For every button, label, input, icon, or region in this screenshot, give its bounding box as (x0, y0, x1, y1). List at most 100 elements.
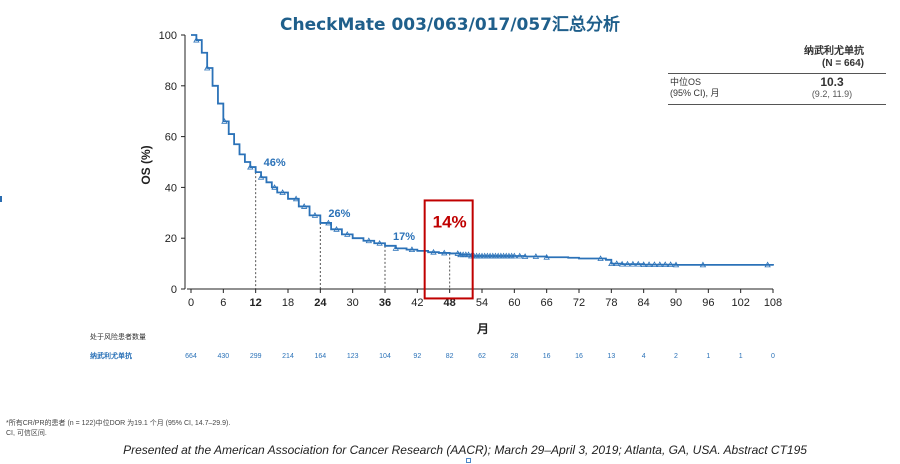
chart-axes: 0 20 40 60 80 100 0 6 12 18 24 30 36 42 48 54 60 66 72 78 84… (159, 30, 783, 309)
censor-mark (300, 203, 308, 209)
censor-mark (532, 253, 540, 259)
x-tick-label: 0 (188, 297, 194, 309)
censor-mark (376, 239, 383, 246)
censor-mark (221, 118, 228, 124)
chart-guides (255, 172, 451, 289)
risk-count: 299 (250, 353, 262, 360)
table-rule (668, 73, 886, 74)
x-tick-label: 12 (250, 297, 262, 309)
highlight-box (423, 199, 474, 300)
y-tick-label: 20 (165, 233, 177, 245)
x-tick-label: 66 (541, 297, 553, 309)
censor-mark (454, 250, 461, 256)
risk-count: 16 (575, 353, 583, 360)
risk-count: 2 (674, 353, 678, 360)
censor-mark (624, 260, 631, 267)
risk-count: 0 (771, 353, 775, 360)
risk-table-counts: 664 430 299 214 164 123 104 92 82 62 28 16 16 13 4 2 1 1 0 (185, 353, 775, 360)
censor-mark (667, 261, 674, 268)
censor-mark (699, 261, 707, 268)
x-tick-label: 18 (282, 297, 294, 309)
x-tick-label: 54 (476, 297, 488, 309)
y-axis-label: OS (%) (139, 145, 153, 184)
censor-marks (193, 36, 771, 268)
risk-count: 4 (642, 353, 646, 360)
risk-count: 28 (510, 353, 518, 360)
chart-title: CheckMate 003/063/017/057汇总分析 (279, 15, 621, 35)
censor-mark (543, 253, 550, 260)
y-tick-label: 80 (165, 81, 177, 93)
survival-curve (191, 34, 774, 266)
y-tick-label: 100 (159, 30, 177, 42)
censor-mark (764, 261, 771, 268)
censor-mark (597, 255, 604, 261)
risk-count: 1 (739, 353, 743, 360)
risk-count: 214 (282, 353, 294, 360)
y-tick-label: 40 (165, 182, 177, 194)
risk-count: 62 (478, 353, 486, 360)
censor-mark (247, 163, 254, 170)
censor-mark (333, 225, 340, 232)
annotation-label: 17% (393, 231, 415, 243)
x-tick-label: 72 (573, 297, 585, 309)
risk-count: 430 (217, 353, 229, 360)
annotation-label: 46% (264, 157, 286, 169)
risk-count: 104 (379, 353, 391, 360)
x-tick-label: 108 (764, 297, 782, 309)
x-tick-label: 78 (605, 297, 617, 309)
censor-mark (430, 248, 437, 255)
risk-count: 16 (543, 353, 551, 360)
annotation-label-highlight: 14% (433, 212, 467, 231)
censor-mark (651, 261, 658, 268)
x-tick-label: 84 (638, 297, 650, 309)
risk-table-title: 处于风险患者数量 (90, 332, 146, 341)
censor-mark (511, 252, 518, 259)
censor-mark (203, 64, 211, 71)
y-tick-label: 60 (165, 132, 177, 144)
censor-mark (629, 260, 637, 267)
censor-mark (465, 251, 472, 258)
censor-mark (271, 184, 278, 190)
censor-mark (656, 261, 664, 268)
x-tick-label: 102 (731, 297, 749, 309)
legend-header-n: (N = 664) (822, 58, 864, 69)
ci-label: (95% CI), 月 (670, 88, 720, 98)
risk-count: 164 (314, 353, 326, 360)
x-tick-label: 24 (314, 297, 327, 309)
censor-mark (516, 252, 523, 259)
risk-table-arm: 纳武利尤单抗 (90, 351, 132, 360)
censor-mark (392, 245, 399, 251)
slide-nav-marker (466, 458, 471, 463)
censor-mark (279, 189, 286, 195)
x-tick-label: 48 (444, 297, 456, 309)
censor-mark (257, 173, 265, 180)
censor-mark (441, 249, 448, 256)
x-tick-label: 90 (670, 297, 682, 309)
censor-mark (640, 261, 647, 268)
censor-mark (365, 237, 373, 244)
median-os-row: 中位OS (95% CI), 月 10.3 (9.2, 11.9) (668, 74, 886, 102)
censor-mark (311, 212, 319, 218)
risk-count: 92 (413, 353, 421, 360)
footnote-line-1: *所有CR/PR的患者 (n = 122)中位DOR 为19.1 个月 (95%… (6, 420, 231, 427)
censor-mark (292, 195, 300, 202)
x-axis-label: 月 (476, 322, 489, 336)
risk-count: 664 (185, 353, 197, 360)
risk-count: 82 (446, 353, 454, 360)
survival-curve-group (191, 34, 774, 266)
censor-mark (408, 246, 416, 253)
median-os-ci: (9.2, 11.9) (811, 89, 853, 99)
table-rule-bottom (668, 104, 886, 105)
footnote: *所有CR/PR的患者 (n = 122)中位DOR 为19.1 个月 (95%… (6, 419, 230, 439)
censor-mark (193, 36, 200, 43)
censor-mark (613, 260, 620, 266)
legend-header-drug: 纳武利尤单抗 (804, 46, 864, 57)
median-os-table: 纳武利尤单抗 (N = 664) 中位OS (95% CI), 月 10.3 (… (668, 46, 886, 105)
x-tick-label: 6 (220, 297, 226, 309)
median-os-value: 10.3 (820, 75, 844, 89)
censor-mark (325, 219, 332, 226)
annotation-label: 26% (328, 208, 350, 220)
x-tick-label: 60 (508, 297, 520, 309)
censor-mark (521, 253, 529, 259)
